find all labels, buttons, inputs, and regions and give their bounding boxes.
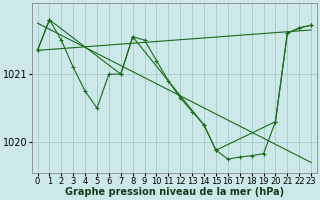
X-axis label: Graphe pression niveau de la mer (hPa): Graphe pression niveau de la mer (hPa)	[65, 187, 284, 197]
